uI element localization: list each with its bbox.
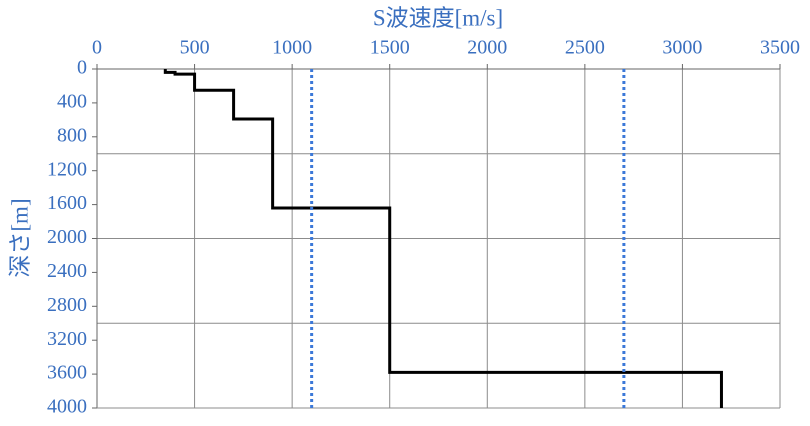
- y-tick-label: 800: [57, 124, 87, 146]
- x-tick-label: 500: [180, 37, 210, 59]
- x-tick-label: 0: [92, 37, 102, 59]
- x-tick-label: 2500: [565, 37, 605, 59]
- y-axis-title: 深さ[m]: [7, 198, 32, 277]
- y-tick-label: 400: [57, 90, 87, 112]
- x-tick-label: 1500: [370, 37, 410, 59]
- x-tick-label: 3500: [760, 37, 800, 59]
- x-tick-label: 1000: [272, 37, 312, 59]
- y-tick-label: 2400: [47, 260, 87, 282]
- x-tick-label: 2000: [467, 37, 507, 59]
- y-tick-label: 2800: [47, 294, 87, 316]
- x-tick-label: 3000: [662, 37, 702, 59]
- x-axis-title: S波速度[m/s]: [373, 5, 503, 30]
- y-tick-label: 0: [77, 57, 87, 79]
- y-tick-label: 4000: [47, 396, 87, 418]
- y-tick-label: 2000: [47, 226, 87, 248]
- y-tick-label: 1200: [47, 158, 87, 180]
- data-line: [163, 69, 723, 408]
- y-tick-label: 3200: [47, 328, 87, 350]
- y-tick-label: 1600: [47, 192, 87, 214]
- y-tick-label: 3600: [47, 362, 87, 384]
